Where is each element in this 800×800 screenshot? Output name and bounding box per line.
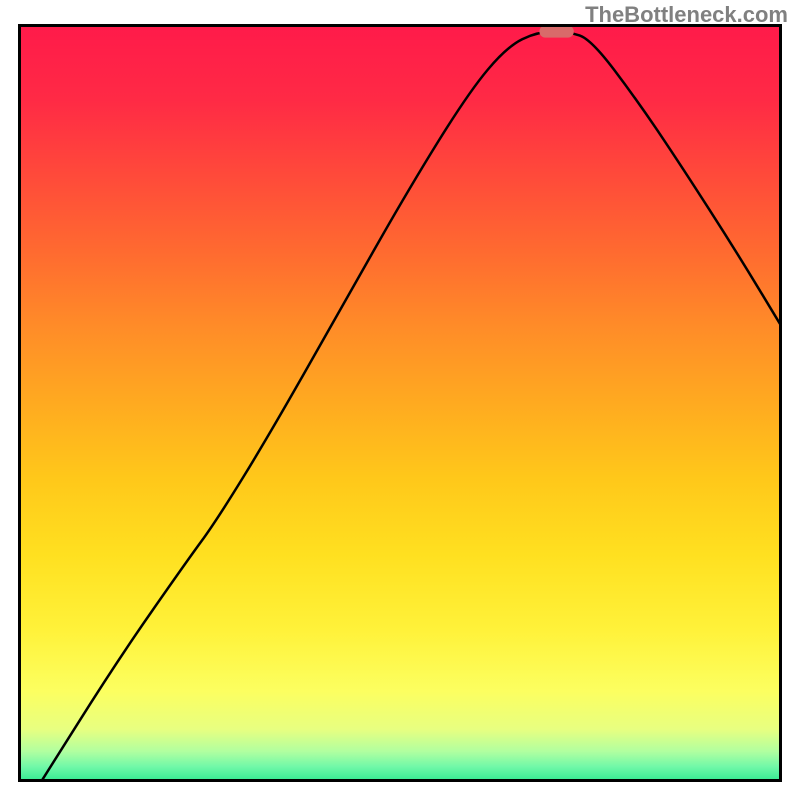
chart-background <box>18 24 782 782</box>
optimal-marker <box>539 26 573 38</box>
watermark-text: TheBottleneck.com <box>585 2 788 28</box>
chart-svg <box>18 24 782 782</box>
bottleneck-chart <box>18 24 782 782</box>
